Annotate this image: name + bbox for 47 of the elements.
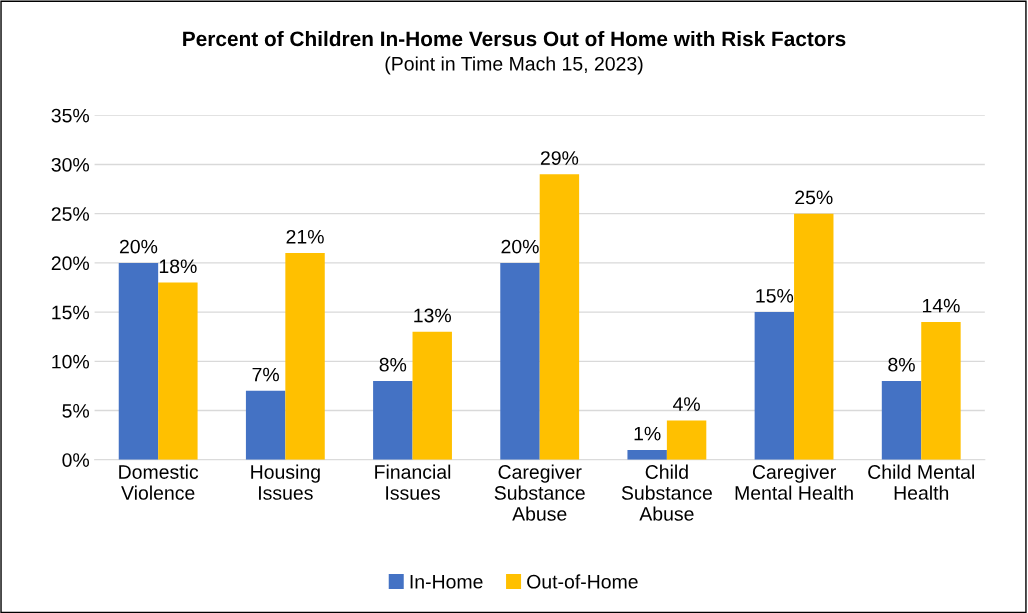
data-label: 15% — [756, 289, 794, 303]
bar — [627, 449, 667, 460]
bar — [245, 390, 286, 460]
bar — [412, 331, 452, 460]
bar — [285, 253, 325, 460]
y-tick-label: 0% — [62, 453, 90, 467]
bar — [118, 262, 159, 460]
x-tick-label: Financial Issues — [375, 464, 451, 500]
x-tick-label: Caregiver Mental Health — [735, 464, 853, 500]
y-tick-label: 30% — [51, 157, 90, 172]
data-label: 13% — [414, 308, 451, 323]
data-label: 1% — [634, 426, 661, 441]
y-tick-label: 25% — [51, 207, 90, 221]
x-tick-label: Housing Issues — [251, 464, 320, 500]
legend-label: Out-of-Home — [527, 574, 638, 589]
bar — [921, 321, 961, 460]
bar — [666, 420, 707, 460]
data-label: 29% — [540, 151, 579, 165]
x-tick-label: Caregiver Substance Abuse — [494, 464, 585, 521]
data-label: 18% — [159, 259, 197, 274]
chart-title: Percent of Children In-Home Versus Out of Home with Risk Factors — [183, 30, 846, 47]
data-label: 20% — [119, 239, 158, 254]
data-label: 21% — [286, 229, 324, 244]
data-label: 14% — [922, 298, 960, 313]
data-label: 8% — [379, 357, 407, 372]
y-tick-label: 20% — [51, 256, 90, 271]
data-label: 8% — [888, 357, 915, 372]
x-tick-label: Domestic Violence — [119, 464, 199, 500]
legend-label: In-Home — [410, 575, 483, 589]
bar — [500, 262, 540, 460]
bar — [373, 381, 413, 460]
data-label: 20% — [501, 239, 539, 254]
chart-subtitle: (Point in Time Mach 15, 2023) — [385, 56, 643, 75]
data-label: 7% — [252, 367, 279, 382]
y-tick-label: 5% — [62, 404, 90, 418]
y-tick-label: 10% — [52, 354, 90, 369]
bar — [881, 381, 922, 460]
bar — [539, 174, 580, 460]
bar — [754, 312, 795, 460]
data-label: 25% — [795, 190, 833, 205]
y-tick-label: 15% — [52, 305, 90, 320]
x-tick-label: Child Mental Health — [868, 464, 974, 500]
x-tick-label: Child Substance Abuse — [621, 464, 712, 521]
bar — [794, 213, 834, 460]
y-tick-label: 35% — [51, 108, 90, 123]
data-label: 4% — [672, 397, 700, 411]
bar — [158, 282, 198, 460]
